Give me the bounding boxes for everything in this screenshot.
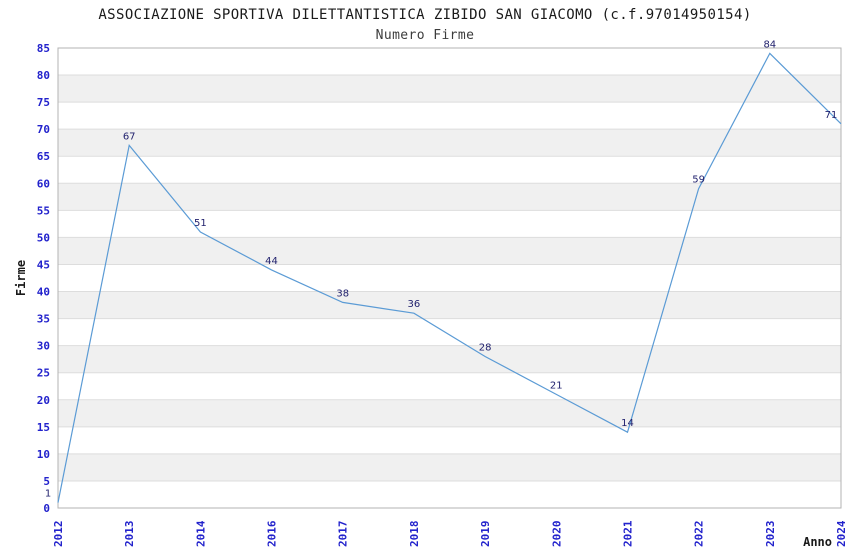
data-point-label: 14: [621, 418, 634, 429]
plot-band: [58, 291, 841, 319]
chart-subtitle: Numero Firme: [375, 28, 475, 43]
data-point-label: 67: [123, 131, 136, 142]
y-tick-label: 15: [37, 421, 50, 434]
x-tick-label: 2019: [479, 521, 492, 548]
plot-band: [58, 426, 841, 454]
y-tick-label: 45: [37, 258, 50, 271]
data-point-label: 1: [45, 489, 51, 500]
data-line: [57, 52, 842, 503]
y-tick-label: 35: [37, 313, 50, 326]
y-tick-label: 30: [37, 340, 50, 353]
x-tick-label: 2022: [693, 521, 706, 548]
x-tick-label: 2023: [764, 521, 777, 548]
y-tick-label: 75: [37, 96, 50, 109]
x-tick-label: 2017: [337, 521, 350, 548]
plot-band: [58, 345, 841, 373]
y-tick-label: 60: [37, 177, 50, 190]
x-tick-label: 2013: [123, 521, 136, 548]
x-axis-title: Anno: [803, 535, 832, 549]
y-tick-label: 0: [43, 502, 50, 515]
data-point-label: 84: [763, 39, 776, 50]
data-point-label: 28: [479, 342, 492, 353]
y-tick-label: 10: [37, 448, 50, 461]
y-tick-label: 55: [37, 204, 50, 217]
plot-band: [58, 480, 841, 508]
plot-band: [58, 372, 841, 400]
y-tick-label: 5: [43, 475, 50, 488]
x-tick-label: 2018: [408, 521, 421, 548]
plot-band: [58, 156, 841, 184]
x-tick-label: 2012: [52, 521, 65, 548]
plot-band: [58, 237, 841, 265]
data-point-label: 38: [336, 288, 349, 299]
plot-band: [58, 75, 841, 103]
plot-band: [58, 453, 841, 481]
data-point-label: 36: [408, 299, 421, 310]
plot-band: [58, 264, 841, 292]
y-tick-label: 80: [37, 69, 50, 82]
chart-title: ASSOCIAZIONE SPORTIVA DILETTANTISTICA ZI…: [98, 7, 752, 23]
y-tick-label: 50: [37, 231, 50, 244]
y-tick-label: 20: [37, 394, 50, 407]
x-tick-label: 2024: [835, 520, 848, 547]
y-tick-label: 65: [37, 150, 50, 163]
y-tick-label: 25: [37, 367, 50, 380]
plot-border: [57, 47, 842, 509]
y-tick-label: 70: [37, 123, 50, 136]
plot-band: [58, 210, 841, 238]
x-tick-label: 2016: [266, 520, 279, 547]
plot-band: [58, 129, 841, 157]
data-point-label: 44: [265, 256, 278, 267]
plot-band: [58, 183, 841, 211]
plot-band: [58, 318, 841, 346]
y-axis-title: Firme: [14, 260, 28, 296]
plot-band: [58, 102, 841, 130]
x-tick-label: 2020: [550, 521, 563, 548]
y-tick-label: 40: [37, 286, 50, 299]
y-tick-label: 85: [37, 42, 50, 55]
plot-band: [58, 48, 841, 76]
data-point-label: 59: [692, 175, 705, 186]
data-point-label: 21: [550, 380, 563, 391]
x-tick-label: 2014: [194, 520, 207, 547]
data-point-label: 71: [825, 110, 838, 121]
data-point-label: 51: [194, 218, 207, 229]
x-tick-label: 2021: [621, 520, 634, 547]
plot-band: [58, 399, 841, 427]
